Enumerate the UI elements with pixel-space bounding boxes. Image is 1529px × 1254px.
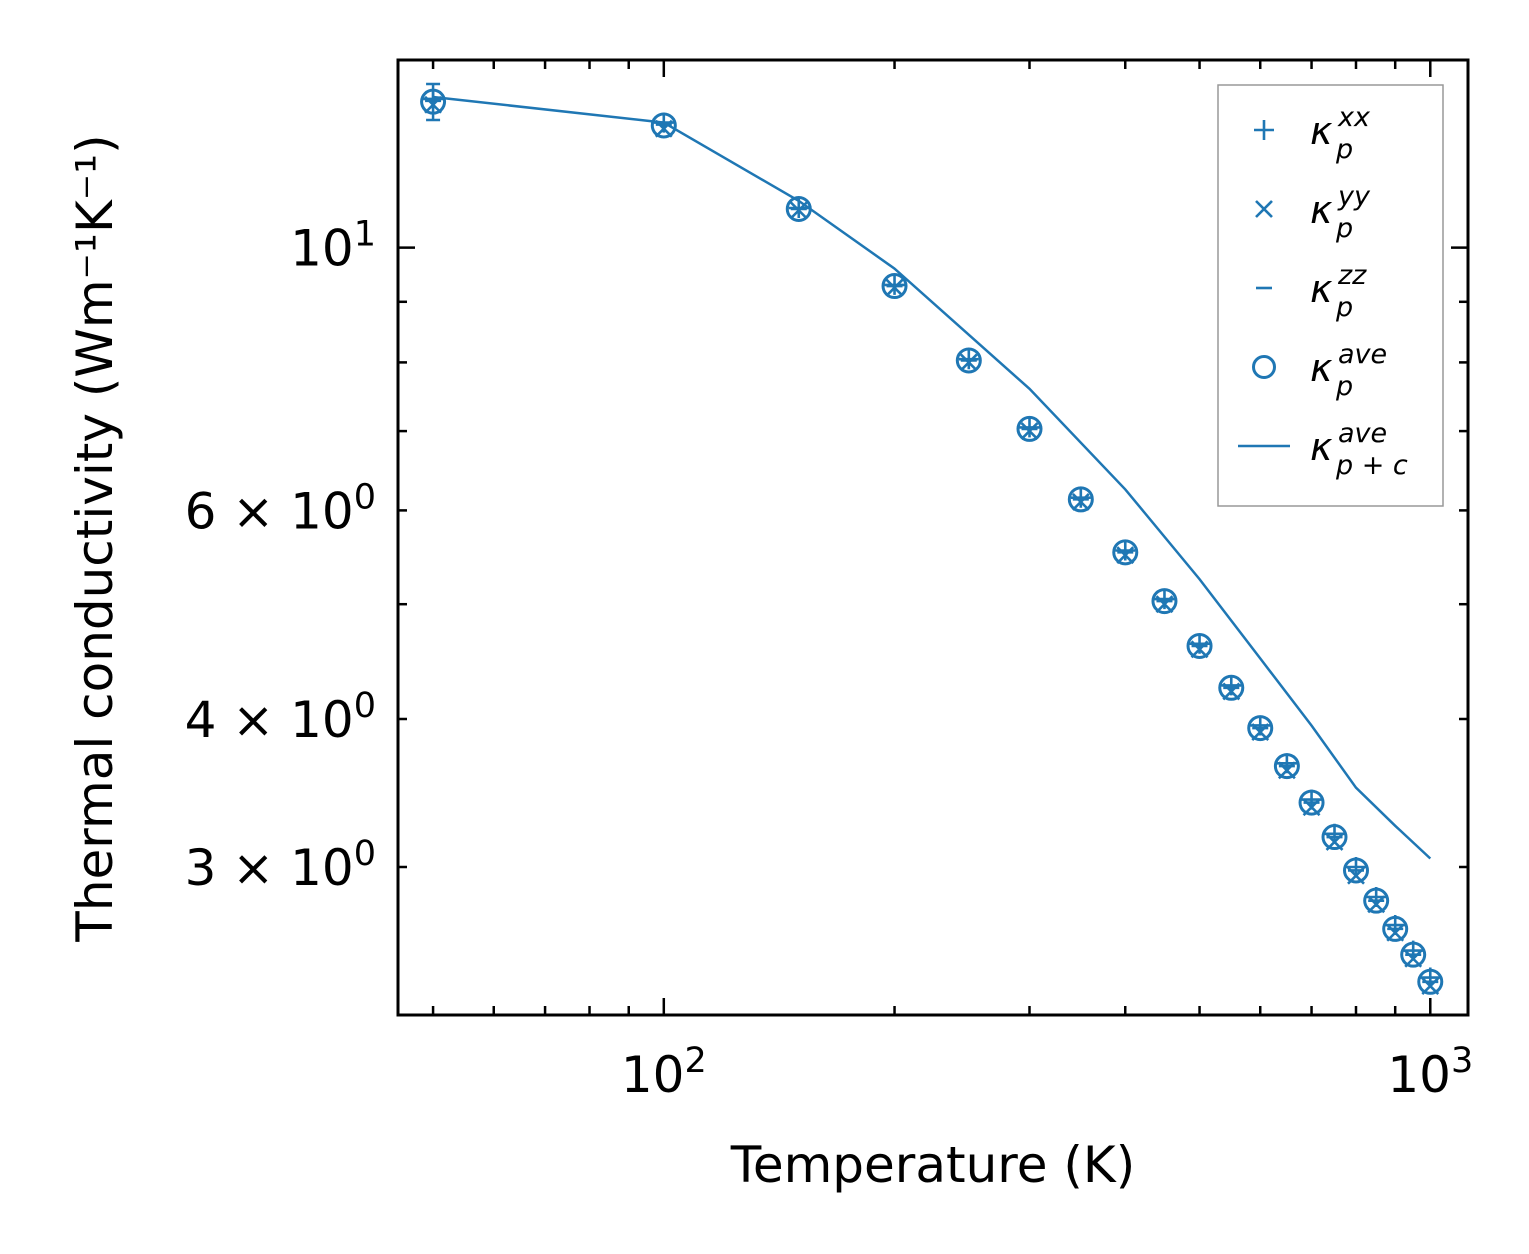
legend-label-sup: xx	[1337, 102, 1371, 133]
data-point-circle	[1218, 674, 1245, 701]
legend-label-sup: zz	[1337, 260, 1367, 291]
data-point-plus	[1019, 417, 1040, 438]
data-point-circle	[1298, 789, 1325, 816]
data-point-circle	[1382, 915, 1409, 942]
data-point-x	[885, 278, 904, 297]
series-line	[432, 95, 1432, 860]
legend-label-sub: p + c	[1335, 450, 1408, 481]
legend-label-sub: p	[1335, 371, 1353, 402]
y-tick-label: 3 × 100	[185, 834, 376, 897]
legend-label-sup: ave	[1338, 339, 1387, 370]
data-point-circle	[1321, 824, 1348, 851]
data-point-plus	[1115, 540, 1136, 561]
x-tick-label: 103	[1387, 1041, 1473, 1104]
y-tick-label: 4 × 100	[185, 686, 376, 749]
legend-entry: κ zzp	[1256, 260, 1367, 323]
data-point-circle	[1151, 588, 1178, 615]
x-tick-label: 102	[621, 1041, 707, 1104]
data-point-circle	[881, 273, 908, 300]
y-tick-label: 6 × 100	[185, 477, 376, 540]
data-point-x	[1071, 492, 1090, 511]
data-point-circle	[1363, 887, 1390, 914]
data-point-circle	[1400, 941, 1427, 968]
data-point-plus	[1070, 487, 1091, 508]
data-point-circle	[1273, 753, 1300, 780]
legend-label: κ	[1310, 346, 1333, 390]
legend-entry: κ xxp	[1254, 102, 1371, 165]
plot-frame	[396, 58, 1470, 1017]
data-point-circle	[1417, 968, 1444, 995]
data-point-circle	[1186, 632, 1213, 659]
y-tick-label: 101	[290, 215, 376, 278]
tick-labels: 102 103 101 6 × 100 4 × 100 3 × 100	[185, 215, 1474, 1104]
legend-label: κ	[1310, 425, 1333, 469]
data-point-circle	[1342, 857, 1369, 884]
data-point-x	[1116, 546, 1135, 565]
legend-label-sup: ave	[1338, 418, 1387, 449]
legend-marker	[1255, 200, 1273, 218]
data-point-x	[959, 353, 978, 372]
legend-label: κ	[1310, 267, 1333, 311]
legend-label-sup: yy	[1337, 181, 1371, 212]
series-hline	[425, 99, 1439, 984]
data-point-circle	[1247, 715, 1274, 742]
legend-label-sub: p	[1335, 213, 1353, 244]
legend-label: κ	[1310, 188, 1333, 232]
error-bar	[426, 82, 441, 122]
data-point-circle	[650, 112, 677, 139]
data-point-circle	[1112, 539, 1139, 566]
legend-label-sub: p	[1335, 134, 1353, 165]
data-point-x	[1155, 595, 1174, 614]
legend-box	[1217, 84, 1444, 507]
legend-marker	[1252, 355, 1276, 379]
legend-marker	[1254, 120, 1274, 140]
x-axis-label: Temperature (K)	[730, 1136, 1135, 1194]
data-point-circle	[1067, 486, 1094, 513]
error-bars	[426, 82, 441, 122]
legend-entry: κ yyp	[1255, 181, 1371, 244]
data-point-x	[1020, 422, 1039, 441]
series-line	[432, 95, 1432, 860]
data-marks	[420, 82, 1444, 996]
data-point-circle	[955, 347, 982, 374]
legend-label-sub: p	[1335, 292, 1353, 323]
data-point-circle	[1016, 415, 1043, 442]
legend-label: κ	[1310, 109, 1333, 153]
y-axis-label: Thermal conductivity (Wm⁻¹K⁻¹)	[66, 134, 124, 942]
